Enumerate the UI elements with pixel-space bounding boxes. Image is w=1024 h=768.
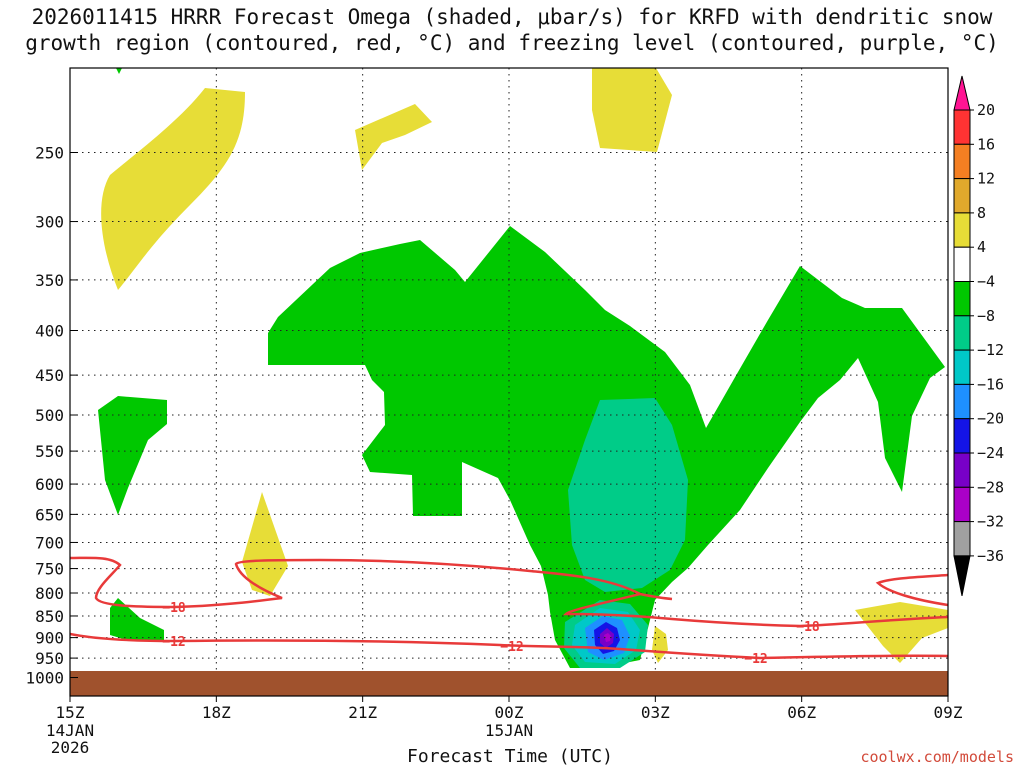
x-tick-label: 21Z (348, 703, 377, 722)
colorbar-label: −36 (977, 547, 1004, 565)
contour-label: −18 (796, 620, 820, 635)
colorbar-label: −28 (977, 478, 1004, 496)
omega-region-yellow (101, 88, 245, 290)
omega-region-yellow (592, 68, 672, 152)
colorbar-label: −8 (977, 307, 995, 325)
y-tick-label: 800 (35, 584, 64, 603)
x-tick-sublabel: 2026 (51, 738, 90, 757)
x-tick-sublabel: 15JAN (485, 721, 533, 740)
colorbar-top-arrow (953, 75, 971, 111)
y-tick-label: 400 (35, 322, 64, 341)
y-tick-label: 600 (35, 475, 64, 494)
colorbar-bottom-arrow (953, 555, 971, 596)
x-axis-title: Forecast Time (UTC) (407, 746, 613, 767)
colorbar-label: −24 (977, 444, 1004, 462)
y-tick-label: 250 (35, 144, 64, 163)
colorbar-swatch (953, 246, 971, 282)
colorbar-swatch (953, 486, 971, 523)
contour-minus12 (70, 632, 948, 660)
colorbar-label: 12 (977, 170, 995, 188)
omega-region-teal (568, 398, 688, 592)
colorbar-swatch (953, 109, 971, 145)
y-tick-label: 450 (35, 366, 64, 385)
colorbar-swatch (953, 521, 971, 557)
omega-region-yellow (652, 626, 668, 663)
chart-title: 2026011415 HRRR Forecast Omega (shaded, … (0, 4, 1024, 56)
colorbar-swatch (953, 349, 971, 385)
y-tick-label: 350 (35, 271, 64, 290)
contour-label: −12 (162, 635, 185, 650)
colorbar: 20 16 12 8 4 −4 −8 −12 −16 −20 −24 −28 −32 −36 (953, 75, 1004, 596)
omega-region-yellow (355, 104, 432, 170)
title-line-1: 2026011415 HRRR Forecast Omega (shaded, … (31, 5, 993, 29)
colorbar-swatch (953, 143, 971, 180)
x-tick-label: 18Z (202, 703, 231, 722)
x-tick-label: 06Z (787, 703, 816, 722)
y-tick-label: 650 (35, 505, 64, 524)
colorbar-label: 16 (977, 135, 995, 153)
colorbar-swatch (953, 315, 971, 351)
contour-label: −12 (500, 640, 523, 655)
contour-label: −12 (744, 652, 767, 667)
colorbar-swatch (953, 452, 971, 488)
colorbar-swatch (953, 281, 971, 317)
title-line-2: growth region (contoured, red, °C) and f… (25, 31, 999, 55)
colorbar-label: −12 (977, 341, 1004, 359)
y-tick-label: 900 (35, 629, 64, 648)
colorbar-label: 4 (977, 238, 986, 256)
colorbar-label: −16 (977, 375, 1004, 393)
colorbar-swatch (953, 212, 971, 248)
omega-region-min (604, 633, 611, 642)
contour-label: −18 (162, 601, 186, 616)
colorbar-swatch (953, 418, 971, 454)
credit-link[interactable]: coolwx.com/models (860, 748, 1014, 766)
contour-minus18 (70, 556, 948, 628)
y-tick-label: 700 (35, 533, 64, 552)
colorbar-swatch (953, 383, 971, 420)
colorbar-swatch (953, 178, 971, 214)
omega-region-green (116, 68, 122, 74)
omega-region-green (98, 396, 167, 515)
ground-surface (70, 671, 948, 696)
x-tick-label: 09Z (934, 703, 963, 722)
plot-area: −18 −18 −12 −12 −12 (70, 68, 948, 696)
x-tick-label: 15Z (56, 703, 85, 722)
y-tick-label: 550 (35, 442, 64, 461)
omega-region-yellow (855, 602, 948, 663)
y-tick-label: 500 (35, 406, 64, 425)
omega-region-green (110, 598, 164, 641)
colorbar-label: −20 (977, 410, 1004, 428)
x-tick-sublabel: 14JAN (46, 721, 94, 740)
x-tick-label: 03Z (641, 703, 670, 722)
y-tick-label: 850 (35, 607, 64, 626)
x-tick-label: 00Z (495, 703, 524, 722)
contour-minus18-right (875, 573, 948, 607)
y-tick-label: 750 (35, 560, 64, 579)
colorbar-label: 8 (977, 204, 986, 222)
y-tick-label: 950 (35, 649, 64, 668)
colorbar-label: 20 (977, 101, 995, 119)
colorbar-label: −4 (977, 273, 995, 291)
contour-minus18-mid (639, 592, 673, 601)
omega-region-yellow (242, 492, 288, 596)
y-tick-label: 1000 (25, 669, 64, 688)
colorbar-label: −32 (977, 513, 1004, 531)
y-tick-label: 300 (35, 213, 64, 232)
